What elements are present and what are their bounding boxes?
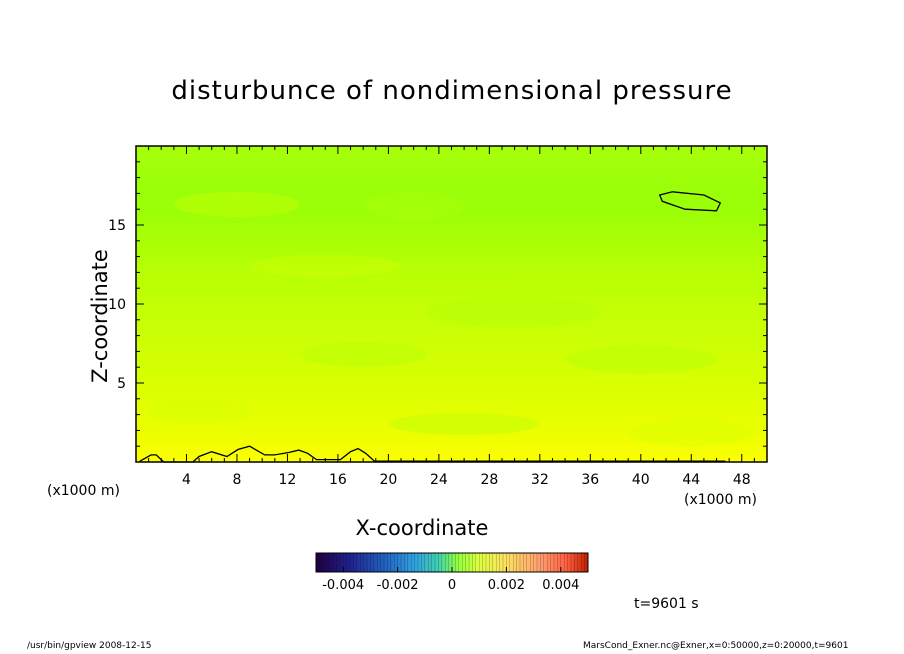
field-blotch	[249, 255, 401, 278]
colorbar-tick-label: -0.004	[322, 578, 364, 593]
x-tick-label: 36	[581, 472, 599, 488]
x-axis-unit-right: (x1000 m)	[684, 492, 757, 508]
x-axis-label: X-coordinate	[355, 516, 489, 540]
x-tick-label: 32	[531, 472, 549, 488]
x-tick-label: 48	[733, 472, 751, 488]
time-label: t=9601 s	[634, 596, 699, 612]
x-tick-label: 8	[232, 472, 241, 488]
x-tick-label: 24	[430, 472, 448, 488]
colorbar-tick-label: 0	[448, 578, 456, 593]
x-tick-label: 40	[632, 472, 650, 488]
y-tick-label: 15	[108, 218, 126, 234]
x-tick-label: 44	[682, 472, 700, 488]
x-tick-label: 12	[279, 472, 297, 488]
chart-title: disturbunce of nondimensional pressure	[171, 76, 733, 106]
x-tick-label: 4	[182, 472, 191, 488]
colorbar-tick-label: 0.002	[488, 578, 525, 593]
field-blotch	[173, 191, 300, 218]
field-blotch	[565, 345, 717, 374]
field-blotch	[363, 191, 465, 221]
pressure-field	[136, 146, 767, 462]
colorbar: -0.004 -0.002 0 0.002 0.004	[315, 552, 589, 593]
footer-left: /usr/bin/gpview 2008-12-15	[27, 641, 152, 651]
colorbar-tick-label: -0.002	[377, 578, 419, 593]
field-blotch	[426, 296, 603, 328]
field-blotch	[148, 398, 250, 425]
field-blotch	[628, 420, 755, 447]
field-blotch	[300, 341, 427, 368]
footer-right: MarsCond_Exner.nc@Exner,x=0:50000,z=0:20…	[583, 641, 849, 651]
x-tick-label: 20	[379, 472, 397, 488]
zero-contour-closed	[658, 191, 722, 212]
y-tick-label: 10	[108, 297, 126, 313]
colorbar-tick-label: 0.004	[542, 578, 579, 593]
y-tick-label: 5	[117, 376, 126, 392]
x-tick-label: 28	[480, 472, 498, 488]
field-blotch	[388, 413, 540, 436]
x-axis-unit-left: (x1000 m)	[47, 483, 120, 499]
y-axis-label: Z-coordinate	[88, 249, 112, 383]
x-tick-label: 16	[329, 472, 347, 488]
